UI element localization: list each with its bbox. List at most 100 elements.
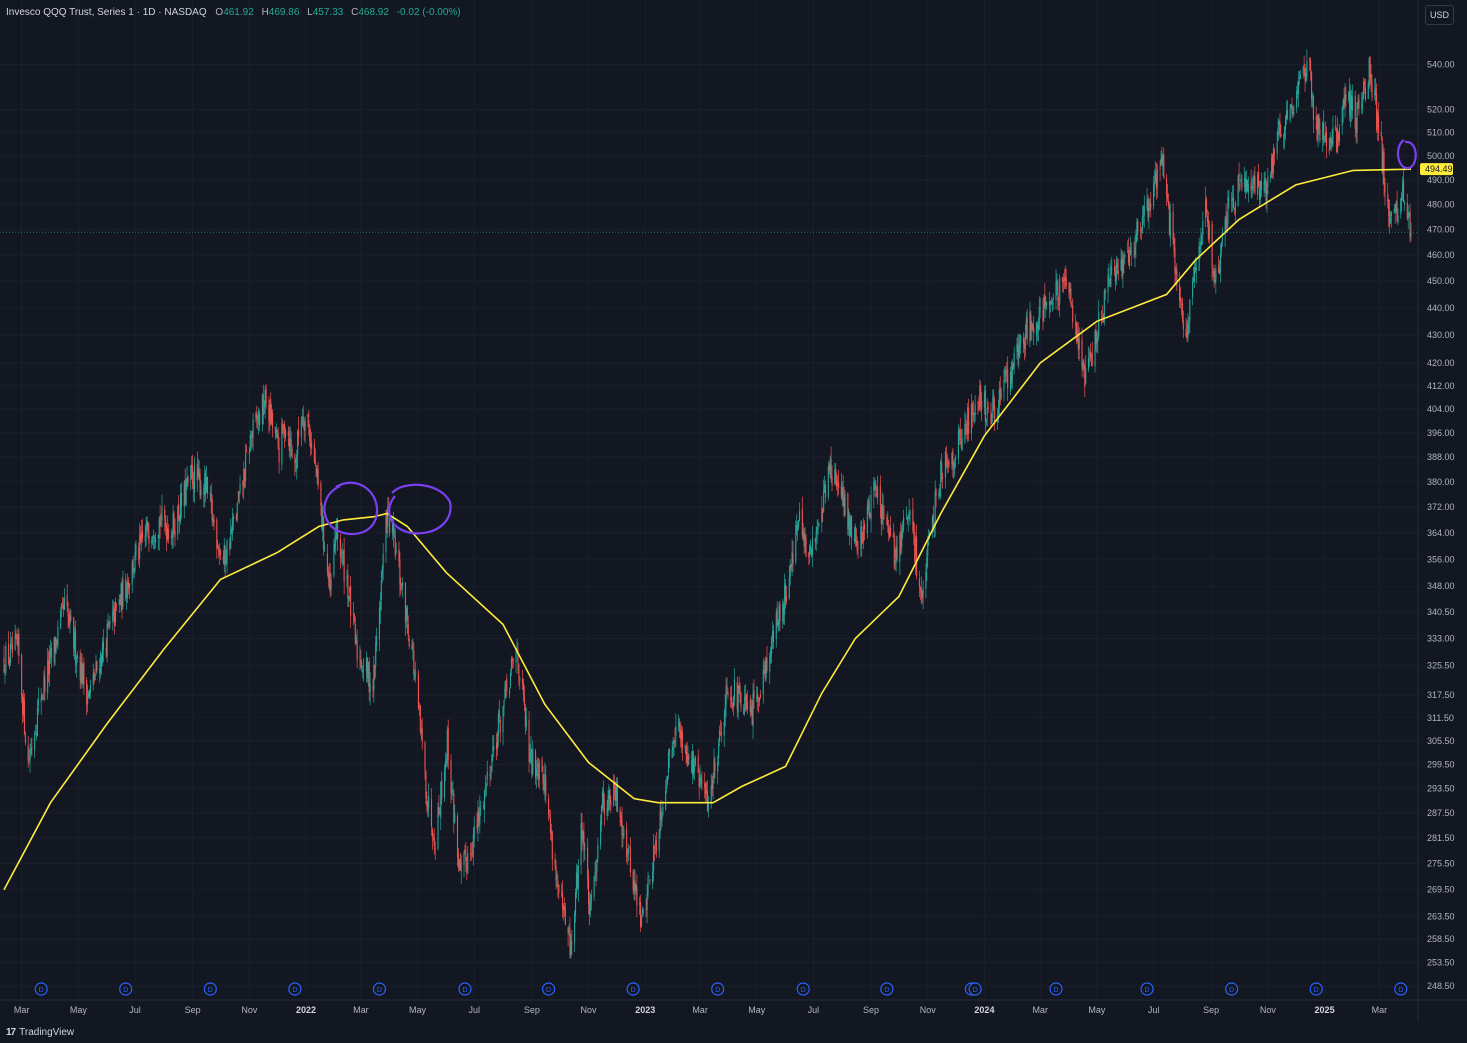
candle-body (161, 506, 163, 521)
dividend-marker[interactable]: D (541, 982, 556, 996)
candle-body (1205, 199, 1207, 218)
candle-body (1228, 198, 1230, 200)
candle-body (242, 481, 244, 486)
candle-body (685, 747, 687, 755)
candle-body (48, 660, 50, 675)
dividend-marker[interactable]: D (1309, 982, 1323, 996)
candle-body (1331, 141, 1333, 146)
candle-body (966, 426, 968, 435)
dividend-marker[interactable]: D (34, 982, 48, 996)
candle-body (1371, 81, 1373, 98)
candle-body (1363, 82, 1365, 99)
dividend-marker[interactable]: D (203, 982, 217, 996)
candle-body (106, 623, 108, 657)
candle-body (700, 777, 702, 781)
candle-body (568, 930, 570, 932)
candle-body (164, 509, 166, 520)
candle-body (336, 518, 338, 538)
candle-body (114, 609, 116, 626)
candle-body (373, 664, 375, 691)
candle-body (374, 665, 376, 669)
candle-body (1205, 199, 1208, 214)
candle-body (465, 854, 467, 862)
candle-body (451, 791, 453, 792)
candle-body (944, 451, 946, 478)
candle-body (1358, 99, 1360, 109)
candle-body (457, 854, 459, 868)
candle-body (509, 689, 511, 694)
candle-body (1095, 329, 1097, 344)
candle-body (561, 893, 563, 895)
candle-body (892, 534, 894, 538)
candle-body (704, 783, 706, 788)
dividend-marker[interactable]: D (1225, 982, 1239, 996)
price-axis[interactable]: 248.50 253.50 258.50 263.50 269.50 275.50 281.… (1427, 60, 1455, 991)
dividend-marker[interactable]: D (626, 982, 640, 996)
x-tick-label: Sep (185, 1005, 201, 1015)
time-axis[interactable]: Mar May Jul Sep Nov 2022 Mar May Jul Sep Nov 2023 Ma… (14, 1005, 1387, 1015)
candle-body (1394, 208, 1396, 212)
candle-body (347, 574, 349, 599)
tradingview-branding[interactable]: 17 TradingView (6, 1027, 74, 1038)
y-tick-label: 275.50 (1427, 859, 1455, 869)
dividend-marker[interactable]: D (880, 982, 894, 996)
candle-body (753, 691, 755, 698)
dividend-marker[interactable]: D (458, 982, 472, 996)
candle-body (880, 506, 882, 524)
candle-body (489, 774, 491, 776)
candle-body (479, 808, 481, 825)
candle-body (1155, 175, 1157, 189)
dividend-marker[interactable]: D (1140, 982, 1154, 996)
candle-body (1161, 155, 1163, 163)
candle-body (1354, 96, 1356, 129)
candle-body (47, 659, 49, 694)
dividend-marker[interactable]: D (796, 982, 810, 996)
dividend-marker[interactable]: D (288, 982, 302, 996)
candle-body (811, 538, 814, 556)
candle-body (925, 571, 927, 589)
candle-body (333, 544, 335, 576)
candle-body (200, 489, 202, 496)
candle-body (1298, 77, 1301, 79)
candle-body (113, 606, 115, 614)
candle-body (693, 754, 695, 775)
candle-body (68, 614, 70, 626)
candle-body (199, 473, 201, 497)
candle-body (1127, 249, 1130, 263)
candle-body (875, 483, 877, 490)
y-tick-label: 450.00 (1427, 276, 1455, 286)
candle-body (1020, 335, 1022, 342)
dividend-marker-label: D (292, 987, 297, 994)
currency-button[interactable]: USD (1425, 5, 1454, 25)
dividend-marker[interactable]: D (711, 982, 725, 996)
candle-body (959, 429, 961, 440)
candle-body (805, 537, 807, 556)
dividend-marker[interactable]: D (968, 982, 982, 996)
candle-body (1362, 97, 1364, 103)
candle-body (492, 747, 494, 752)
candle-body (294, 455, 296, 463)
candle-body (296, 454, 298, 470)
candle-body (714, 762, 716, 771)
candle-body (1149, 201, 1151, 211)
candle-body (1011, 362, 1013, 381)
candle-body (610, 801, 612, 806)
candle-body (1304, 68, 1306, 81)
candle-body (854, 525, 856, 541)
dividend-marker[interactable]: D (119, 982, 133, 996)
candle-body (386, 512, 388, 527)
candle-body (314, 460, 316, 465)
candle-body (1247, 183, 1249, 193)
dividend-marker[interactable]: D (1394, 982, 1408, 996)
candle-body (399, 559, 401, 585)
candle-body (770, 649, 772, 657)
candle-body (1064, 276, 1066, 281)
dividend-marker[interactable]: D (1049, 982, 1063, 996)
symbol-name[interactable]: Invesco QQQ Trust, Series 1 · 1D · NASDA… (6, 7, 207, 18)
candle-body (274, 426, 276, 434)
candle-body (894, 559, 896, 565)
candle-body (28, 760, 30, 762)
dividend-marker[interactable]: D (372, 982, 387, 996)
candle-body (89, 684, 91, 694)
